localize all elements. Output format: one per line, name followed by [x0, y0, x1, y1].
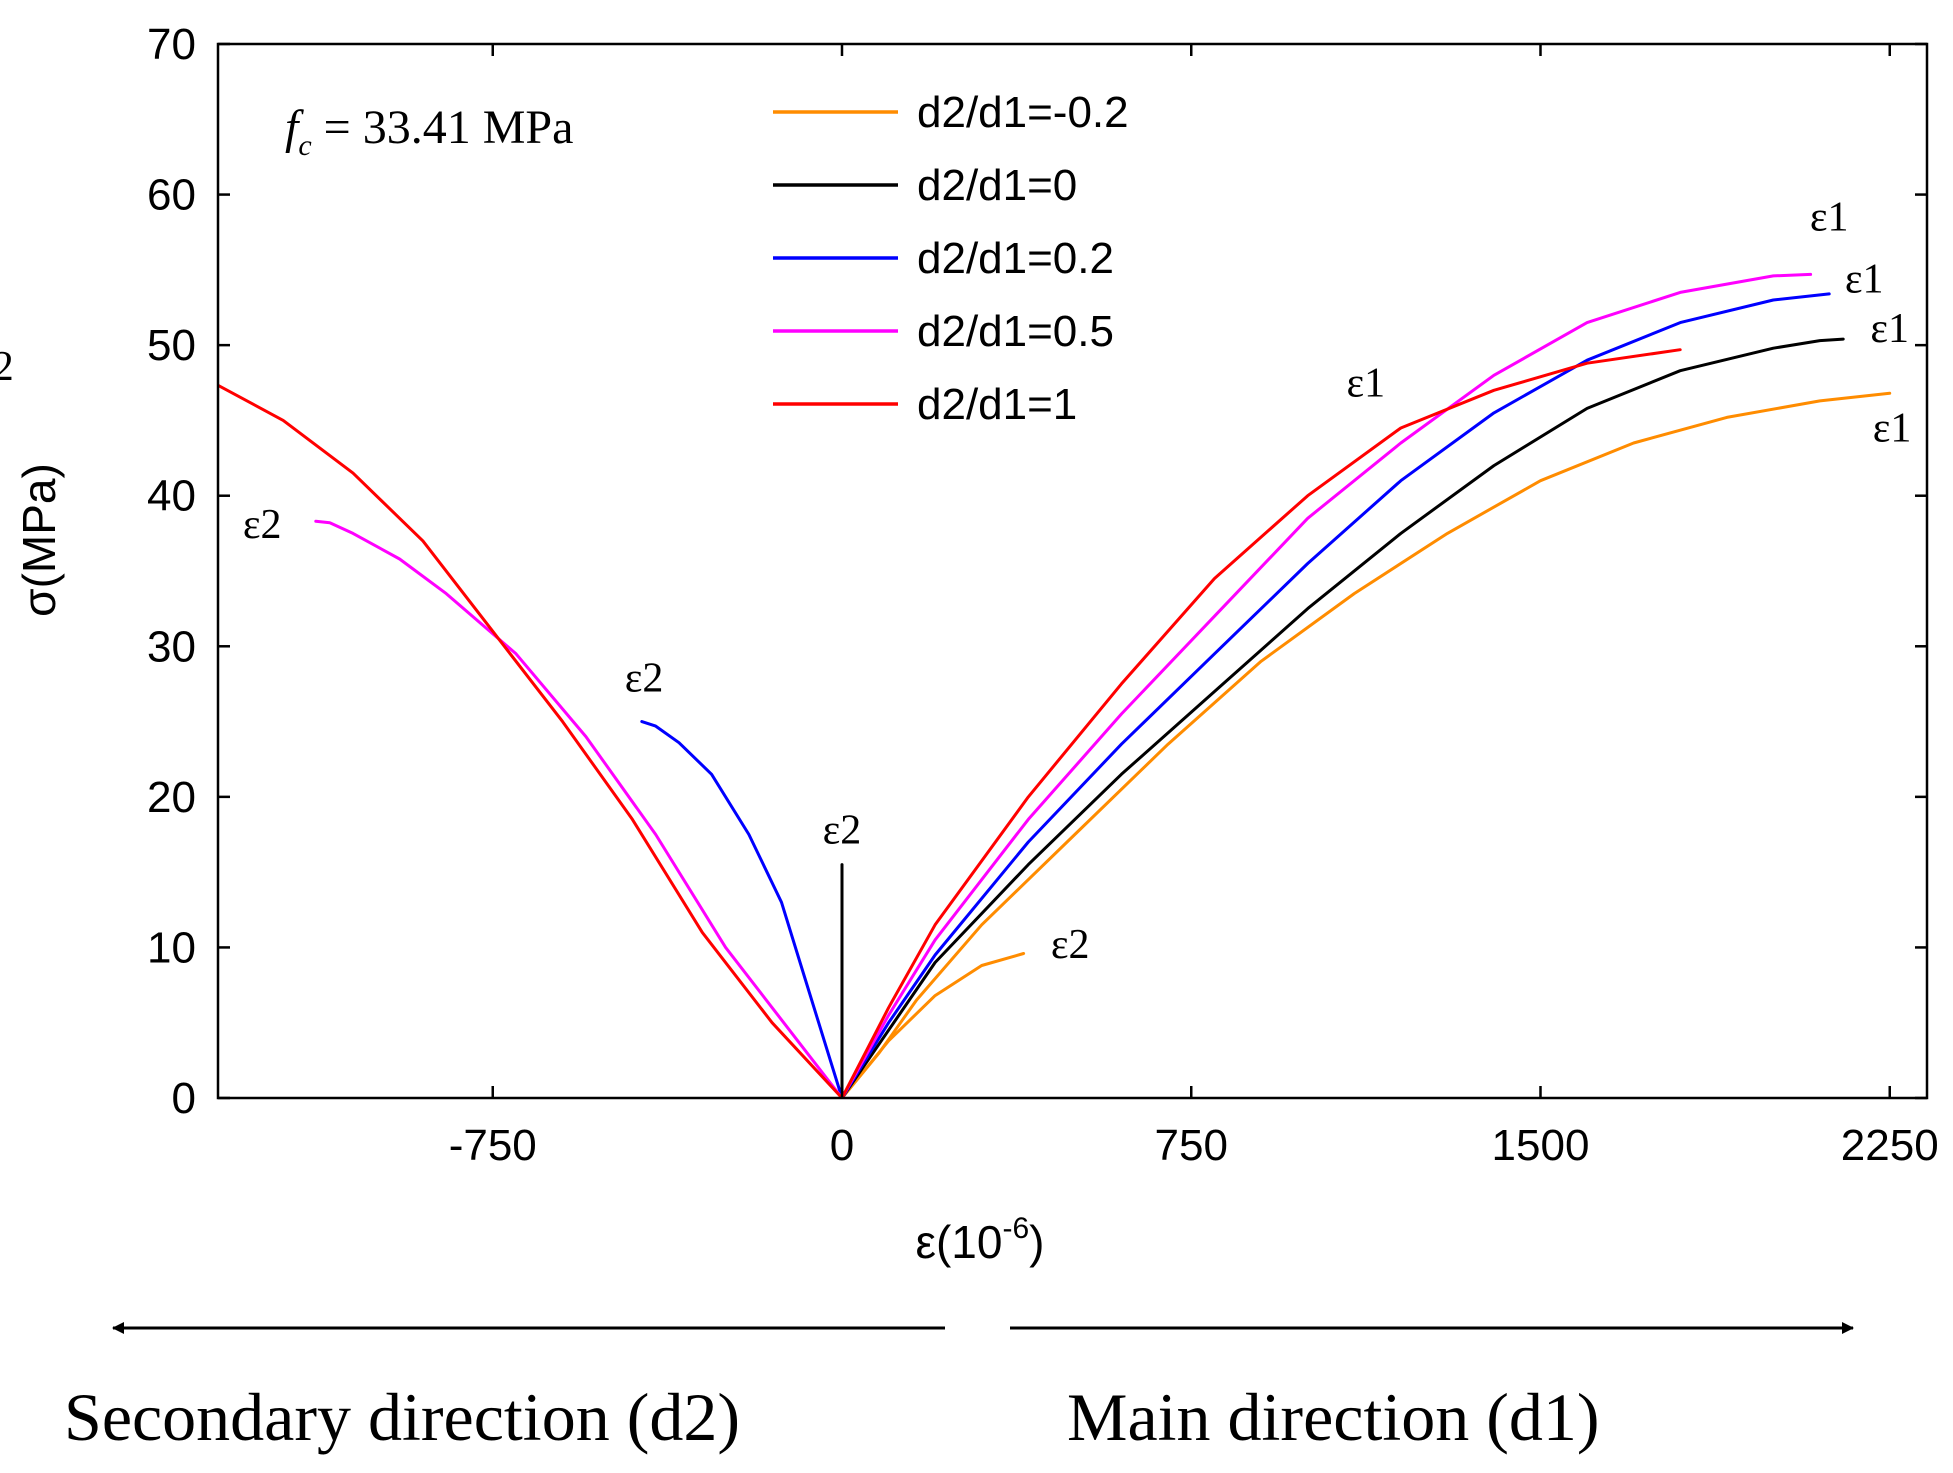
y-tick-label: 50 [147, 321, 196, 370]
main-direction-label: Main direction (d1) [1067, 1379, 1600, 1455]
legend-label: d2/d1=0 [917, 161, 1077, 210]
strain-label: ε2 [0, 344, 14, 390]
series-3-e1-line [840, 292, 1831, 1098]
strain-label: ε1 [1870, 306, 1909, 352]
legend-item: d2/d1=1 [773, 380, 1077, 429]
x-tick-label: 2250 [1841, 1121, 1939, 1170]
y-tick-label: 60 [147, 171, 196, 220]
legend-label: d2/d1=0.5 [917, 307, 1114, 356]
series-2-e1-line [840, 337, 1845, 1098]
strain-label: ε1 [1845, 256, 1884, 302]
series-group [218, 272, 1892, 1098]
series-5-e2-line [218, 383, 844, 1098]
series-5-e1-line [840, 348, 1682, 1098]
y-tick-label: 70 [147, 20, 196, 69]
series-1-e2-line [840, 952, 1026, 1098]
y-tick-label: 20 [147, 773, 196, 822]
fc-annotation: fc = 33.41 MPa [285, 101, 573, 162]
strain-label: ε2 [625, 655, 664, 701]
legend: d2/d1=-0.2 d2/d1=0 d2/d1=0.2 d2/d1=0.5 d2/d1… [773, 88, 1129, 429]
y-tick-label: 0 [172, 1074, 196, 1123]
legend-item: d2/d1=0 [773, 161, 1077, 210]
strain-label: ε1 [1810, 195, 1849, 241]
x-tick-label: 1500 [1492, 1121, 1590, 1170]
strain-label: ε2 [823, 808, 862, 854]
plot-frame [216, 42, 1929, 1100]
strain-labels: ε1ε1ε1ε1ε1ε2ε2ε2ε2ε2 [0, 195, 1911, 968]
series-3-e2-line [640, 720, 844, 1098]
x-tick-label: 0 [830, 1121, 854, 1170]
series-4-e2-line [314, 519, 844, 1098]
y-tick-label: 30 [147, 622, 196, 671]
secondary-direction-label: Secondary direction (d2) [64, 1379, 740, 1455]
axis-ticks [218, 42, 1927, 1100]
strain-label: ε2 [243, 502, 282, 548]
x-tick-label: -750 [449, 1121, 537, 1170]
x-axis-label: ε(10-6) [915, 1212, 1044, 1268]
y-axis-label: σ(MPa) [13, 463, 65, 617]
legend-item: d2/d1=0.2 [773, 234, 1114, 283]
strain-label: ε2 [1051, 922, 1090, 968]
y-tick-label: 10 [147, 923, 196, 972]
strain-label: ε1 [1873, 406, 1912, 452]
series-1-e1-line [840, 391, 1892, 1098]
series-4-e1-line [840, 272, 1813, 1098]
y-tick-label: 40 [147, 472, 196, 521]
x-tick-label: 750 [1155, 1121, 1228, 1170]
legend-label: d2/d1=-0.2 [917, 88, 1129, 137]
legend-item: d2/d1=0.5 [773, 307, 1114, 356]
axis-tick-labels: -750 0 750 1500 2250 0 10 20 30 40 50 60 70 [147, 20, 1939, 1170]
legend-label: d2/d1=1 [917, 380, 1077, 429]
legend-item: d2/d1=-0.2 [773, 88, 1129, 137]
strain-label: ε1 [1347, 360, 1386, 406]
legend-label: d2/d1=0.2 [917, 234, 1114, 283]
